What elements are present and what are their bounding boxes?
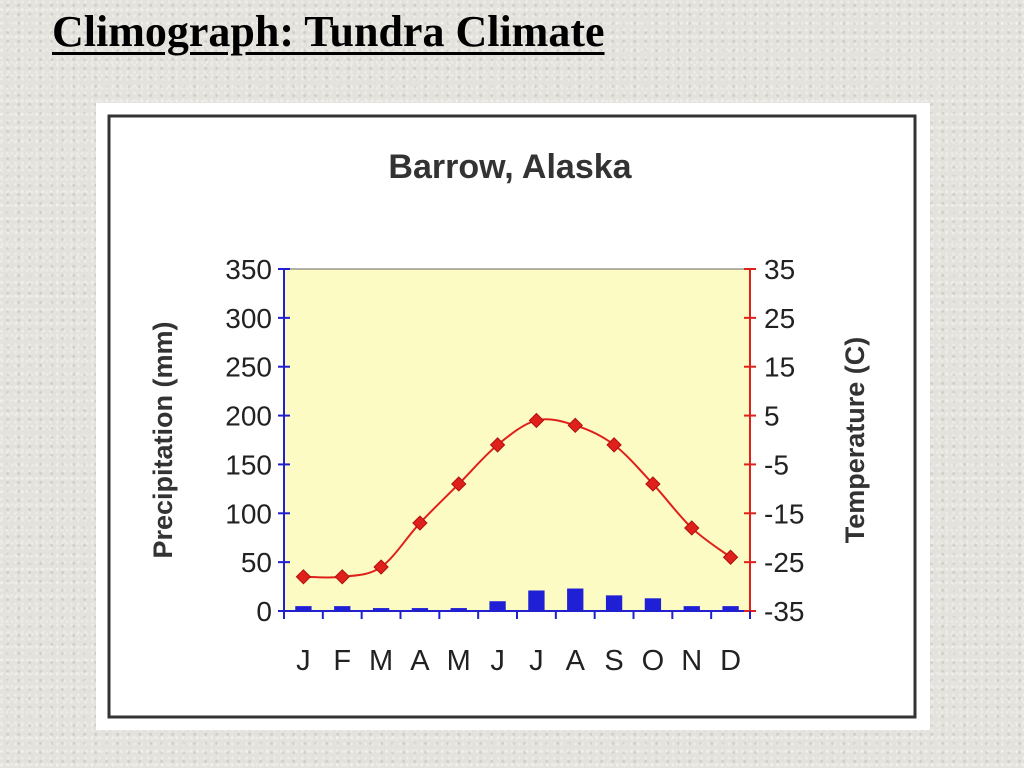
climograph-chart: Barrow, Alaska 350 300 250 200 150 100 50 0 35 2… — [107, 114, 917, 719]
temperature-marker — [606, 437, 622, 453]
left-tick-label: 0 — [256, 596, 272, 627]
precipitation-bar — [683, 606, 700, 611]
temperature-marker — [567, 417, 583, 434]
temperature-markers — [295, 412, 739, 585]
right-tick-label: -5 — [764, 449, 789, 480]
right-axis-ticks: 35 25 15 5 -5 -15 -25 -35 — [744, 254, 804, 627]
precipitation-bar — [489, 601, 506, 611]
x-tick-label: M — [447, 645, 471, 677]
precipitation-bar — [411, 608, 429, 611]
x-tick-label: S — [604, 645, 623, 677]
left-tick-label: 50 — [241, 547, 272, 578]
precipitation-bar — [528, 590, 545, 611]
x-tick-label: N — [681, 645, 702, 677]
x-tick-label: A — [410, 645, 430, 677]
x-tick-label: M — [369, 645, 393, 677]
x-tick-label: O — [642, 645, 665, 677]
precipitation-bars — [295, 588, 739, 611]
slide-title: Climograph: Tundra Climate — [52, 7, 605, 56]
x-tick-label: J — [296, 645, 311, 677]
right-tick-label: 35 — [764, 254, 795, 285]
left-tick-label: 200 — [225, 401, 272, 432]
right-tick-label: 15 — [764, 352, 795, 383]
x-tick-label: J — [529, 645, 544, 677]
y2-axis-label: Temperature (C) — [840, 337, 870, 544]
precipitation-bar — [567, 588, 584, 611]
x-tick-label: J — [490, 645, 505, 677]
temperature-marker — [684, 520, 700, 536]
precipitation-bar — [722, 606, 739, 611]
right-tick-label: -35 — [764, 596, 804, 627]
left-tick-label: 150 — [225, 449, 272, 480]
precipitation-bar — [334, 606, 351, 611]
precipitation-bar — [644, 598, 662, 611]
precipitation-bar — [605, 595, 623, 611]
temperature-marker — [334, 569, 350, 585]
right-tick-label: 5 — [764, 401, 780, 432]
temperature-marker — [412, 515, 428, 531]
plot-area — [283, 268, 751, 612]
precipitation-bar — [450, 608, 467, 611]
right-tick-label: -25 — [764, 547, 804, 578]
precipitation-bar — [295, 606, 312, 611]
right-tick-label: 25 — [764, 303, 795, 334]
temperature-marker — [295, 569, 312, 585]
left-axis-ticks: 350 300 250 200 150 100 50 0 — [225, 254, 290, 627]
temperature-marker — [645, 476, 661, 492]
left-tick-label: 100 — [225, 498, 272, 529]
chart-container: Barrow, Alaska 350 300 250 200 150 100 50 0 35 2… — [96, 103, 930, 730]
left-tick-label: 250 — [225, 352, 272, 383]
x-tick-label: F — [333, 645, 351, 677]
x-tick-label: A — [566, 645, 586, 677]
temperature-marker — [373, 559, 389, 575]
temperature-marker — [722, 549, 739, 565]
left-tick-label: 350 — [225, 254, 272, 285]
temperature-marker — [489, 437, 506, 453]
left-tick-label: 300 — [225, 303, 272, 334]
chart-title: Barrow, Alaska — [388, 148, 632, 186]
x-tick-label: D — [720, 645, 741, 677]
y-axis-label: Precipitation (mm) — [148, 321, 178, 558]
precipitation-bar — [372, 608, 390, 611]
right-tick-label: -15 — [764, 498, 804, 529]
temperature-marker — [528, 412, 545, 429]
temperature-marker — [451, 476, 467, 492]
